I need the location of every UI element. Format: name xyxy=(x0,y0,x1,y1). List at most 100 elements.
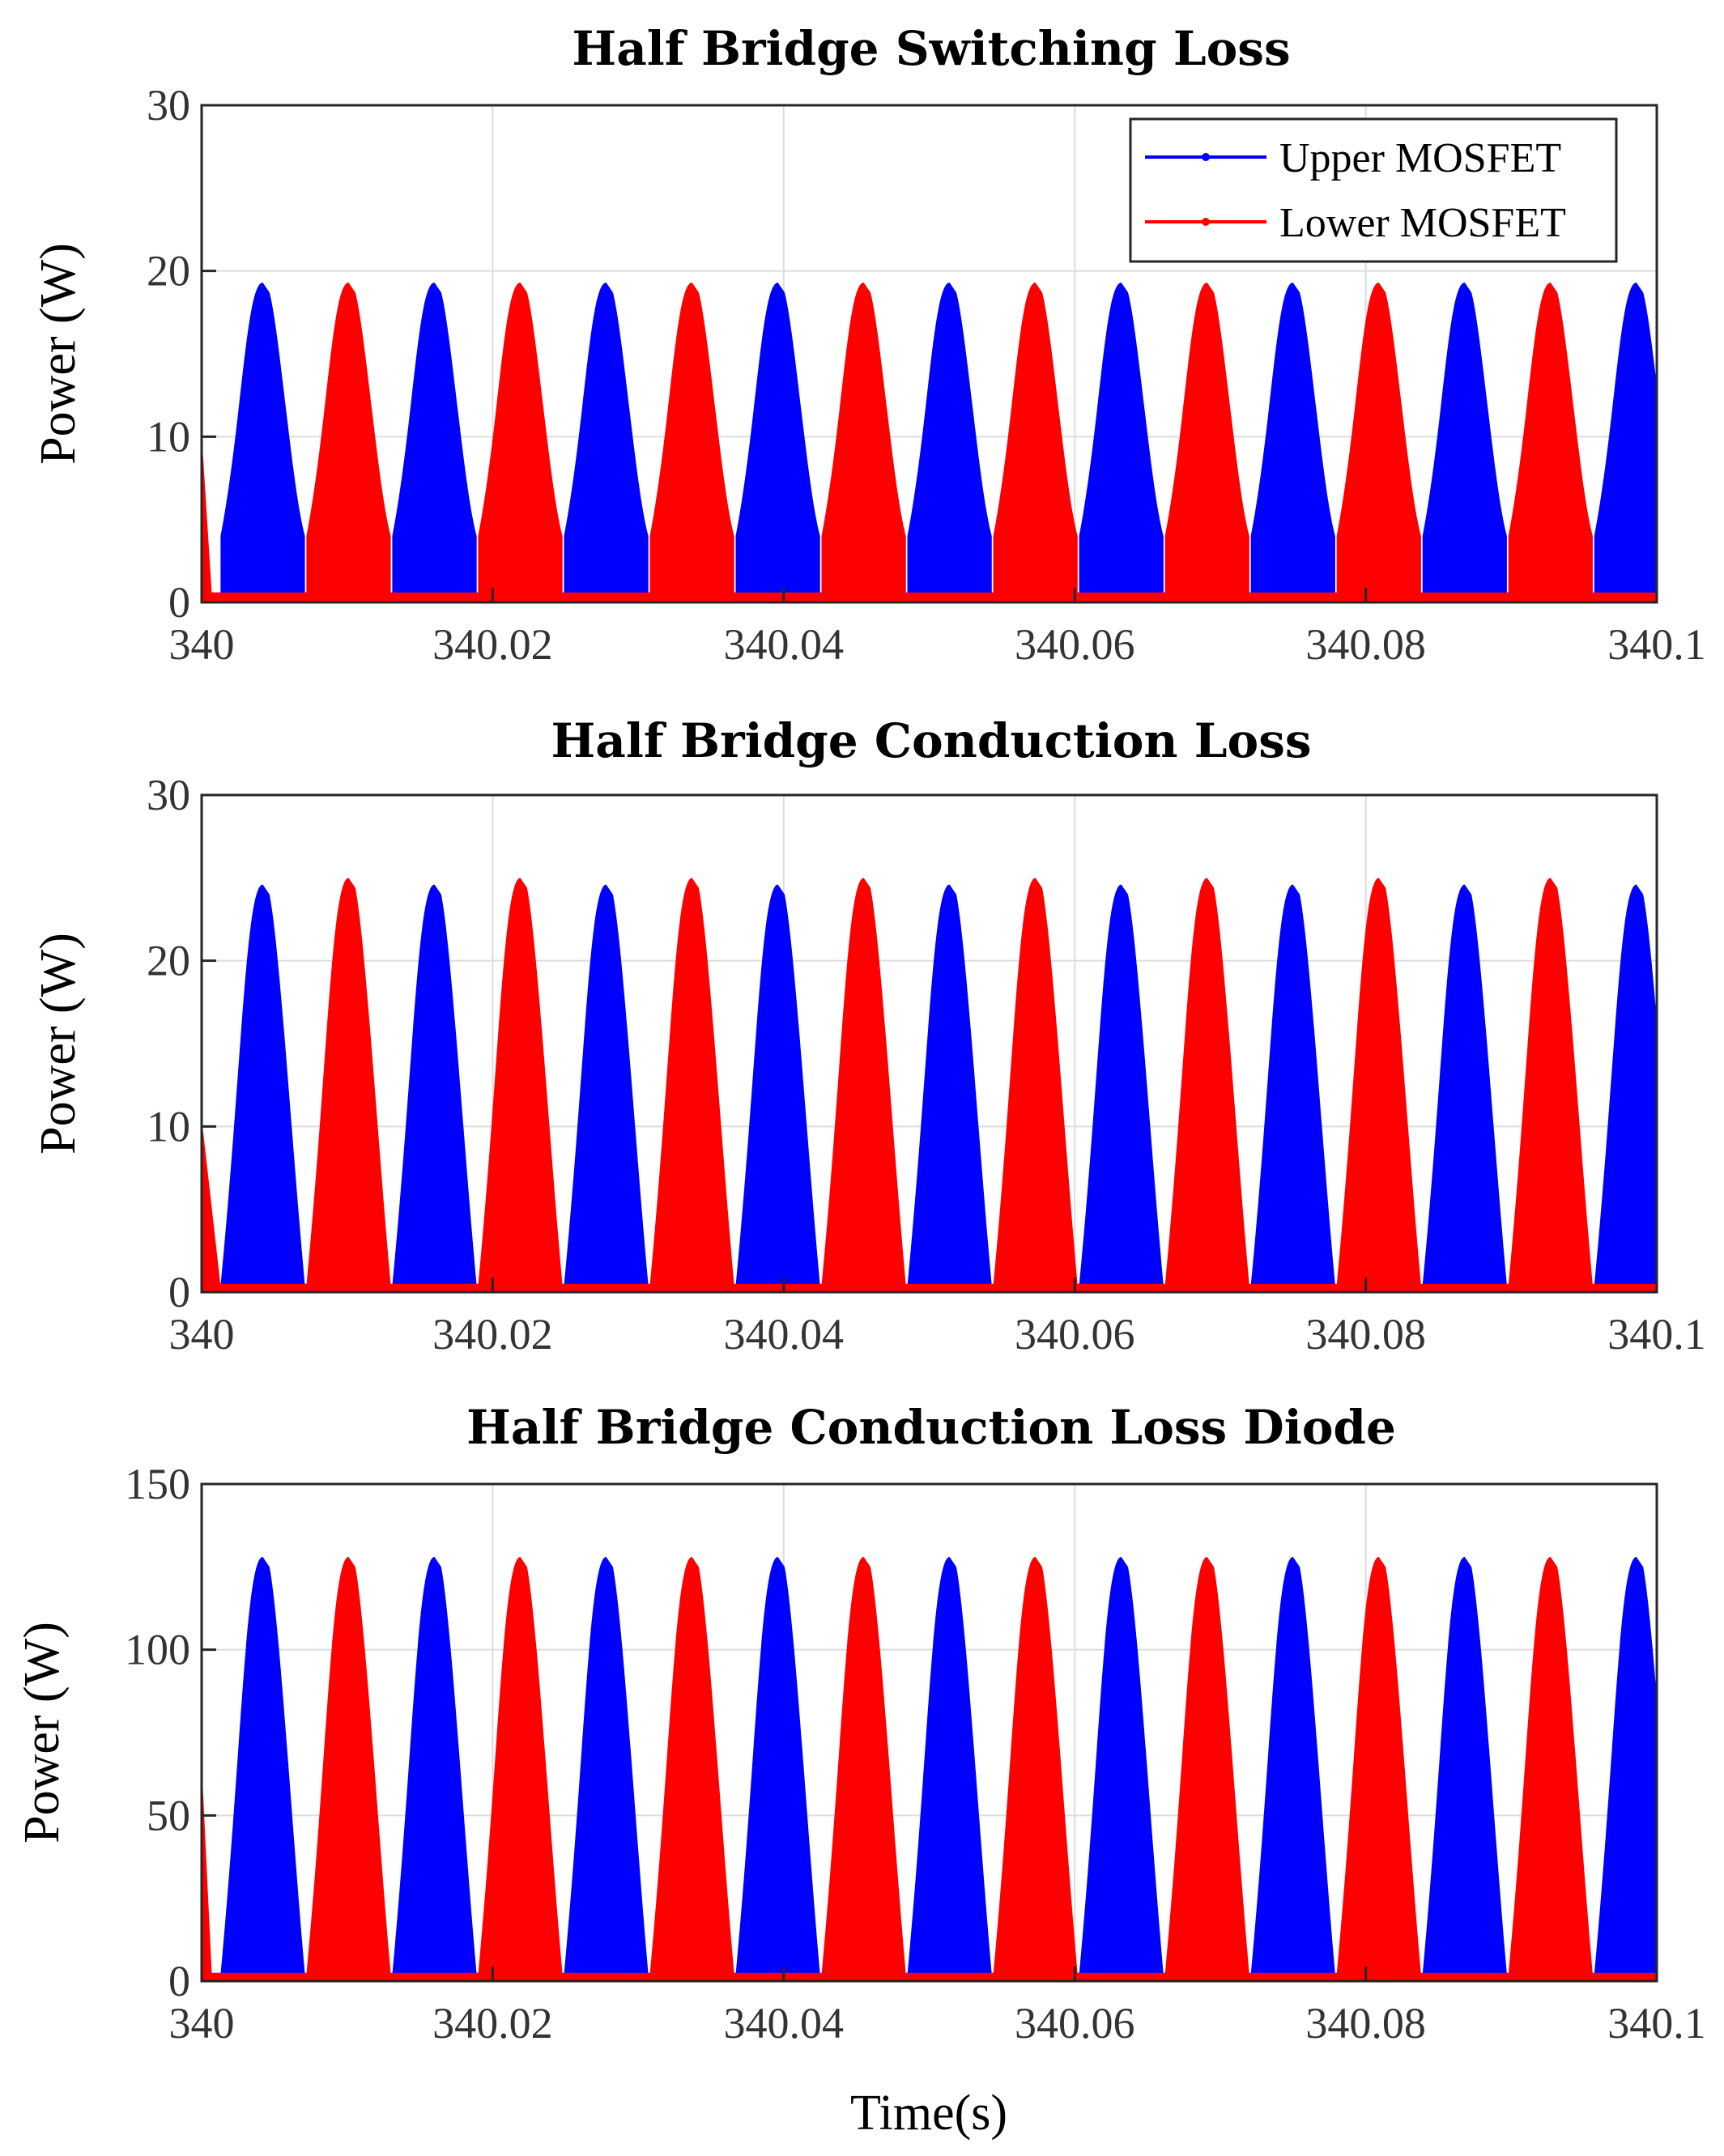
y-tick-label: 100 xyxy=(125,1626,190,1674)
pulse xyxy=(1164,1557,1249,1981)
pulse xyxy=(1164,878,1249,1292)
x-tick-label: 340 xyxy=(169,1310,235,1359)
panel-title: Half Bridge Conduction Loss Diode xyxy=(466,1400,1396,1455)
y-tick-label: 0 xyxy=(168,1957,190,2005)
initial-pulse xyxy=(202,1762,212,1981)
pulse xyxy=(1250,884,1335,1292)
pulse xyxy=(306,878,391,1292)
pulse xyxy=(1594,1557,1657,1981)
pulse xyxy=(1079,1557,1164,1981)
pulse xyxy=(478,878,563,1292)
series-lower-mosfet xyxy=(202,282,1657,602)
y-tick-label: 10 xyxy=(147,412,190,461)
pulse xyxy=(1079,282,1164,602)
y-tick-label: 0 xyxy=(168,578,190,627)
series-layer xyxy=(202,878,1657,1292)
x-tick-label: 340.04 xyxy=(724,620,845,669)
panel-title: Half Bridge Conduction Loss xyxy=(551,713,1311,768)
pulse xyxy=(735,1557,820,1981)
plot-area xyxy=(202,878,1657,1292)
pulse xyxy=(649,878,734,1292)
x-tick-label: 340.08 xyxy=(1305,1999,1426,2048)
ticks: 340 340.02 340.04 340.06 340.08 340.1 0 50 100 15… xyxy=(125,1460,1706,2048)
baseline-band xyxy=(202,592,1657,602)
pulse xyxy=(564,282,649,602)
initial-pulse xyxy=(202,1118,221,1292)
series-upper-mosfet xyxy=(202,282,1657,602)
pulse xyxy=(220,282,305,602)
legend-marker-lower xyxy=(1202,218,1210,226)
panel-switching-loss: Half Bridge Switching Loss Power (W) 340… xyxy=(31,21,1706,669)
pulse xyxy=(564,884,649,1292)
pulse xyxy=(1164,282,1249,602)
series-layer xyxy=(202,282,1657,602)
ticks: 340 340.02 340.04 340.06 340.08 340.1 0 10 20 30 xyxy=(147,81,1706,669)
pulse xyxy=(1250,1557,1335,1981)
series-layer xyxy=(202,1557,1657,1981)
x-tick-label: 340 xyxy=(169,1999,235,2048)
pulse xyxy=(1594,282,1657,602)
pulse xyxy=(649,282,734,602)
pulse xyxy=(306,1557,391,1981)
axes-frame xyxy=(200,793,1658,1294)
axes-frame xyxy=(200,1482,1658,1983)
x-tick-label: 340.02 xyxy=(432,1999,553,2048)
x-tick-label: 340.06 xyxy=(1015,620,1135,669)
panel-title: Half Bridge Switching Loss xyxy=(572,21,1290,76)
pulse xyxy=(821,1557,906,1981)
pulse xyxy=(1508,878,1593,1292)
pulse xyxy=(1422,282,1507,602)
baseline-band xyxy=(202,1283,1657,1292)
pulse xyxy=(1422,884,1507,1292)
y-tick-label: 0 xyxy=(168,1268,190,1316)
pulse xyxy=(735,282,820,602)
x-axis-label: Time(s) xyxy=(850,2086,1007,2141)
y-tick-label: 10 xyxy=(147,1102,190,1150)
x-tick-label: 340.04 xyxy=(724,1999,845,2048)
pulse xyxy=(392,884,477,1292)
series-upper-mosfet xyxy=(202,884,1657,1292)
pulse xyxy=(907,884,992,1292)
pulse xyxy=(306,282,391,602)
pulse xyxy=(220,1557,305,1981)
series-lower-mosfet xyxy=(202,1557,1657,1981)
x-tick-label: 340.06 xyxy=(1015,1999,1135,2048)
pulse xyxy=(392,282,477,602)
panel-conduction-loss-diode: Half Bridge Conduction Loss Diode Power … xyxy=(15,1400,1706,2048)
y-tick-label: 20 xyxy=(147,937,190,985)
pulse xyxy=(392,1557,477,1981)
plot-area xyxy=(202,1557,1657,1981)
y-tick-label: 50 xyxy=(147,1791,190,1839)
x-tick-label: 340.1 xyxy=(1607,620,1706,669)
axes-frame xyxy=(200,104,1658,604)
ticks: 340 340.02 340.04 340.06 340.08 340.1 0 10 20 30 xyxy=(147,771,1706,1359)
baseline-band xyxy=(202,1972,1657,1981)
x-tick-label: 340.06 xyxy=(1015,1310,1135,1359)
pulse xyxy=(1336,878,1421,1292)
y-axis-label: Power (W) xyxy=(31,933,86,1155)
x-tick-label: 340.04 xyxy=(724,1310,845,1359)
x-tick-label: 340.02 xyxy=(432,620,553,669)
pulse xyxy=(821,878,906,1292)
x-tick-label: 340 xyxy=(169,620,235,669)
pulse xyxy=(1594,884,1657,1292)
pulse xyxy=(1508,282,1593,602)
initial-pulse xyxy=(202,433,212,602)
x-tick-label: 340.1 xyxy=(1607,1999,1706,2048)
pulse xyxy=(478,282,563,602)
pulse xyxy=(1079,884,1164,1292)
pulse xyxy=(564,1557,649,1981)
pulse xyxy=(1422,1557,1507,1981)
x-tick-label: 340.08 xyxy=(1305,1310,1426,1359)
pulse xyxy=(993,282,1078,602)
pulse xyxy=(220,884,305,1292)
panel-conduction-loss: Half Bridge Conduction Loss Power (W) 34… xyxy=(31,713,1706,1359)
x-tick-label: 340.1 xyxy=(1607,1310,1706,1359)
legend: Upper MOSFET Lower MOSFET xyxy=(1129,117,1618,263)
y-axis-label: Power (W) xyxy=(15,1622,70,1843)
y-tick-label: 30 xyxy=(147,81,190,130)
pulse xyxy=(907,1557,992,1981)
pulse xyxy=(1336,282,1421,602)
pulse xyxy=(1508,1557,1593,1981)
